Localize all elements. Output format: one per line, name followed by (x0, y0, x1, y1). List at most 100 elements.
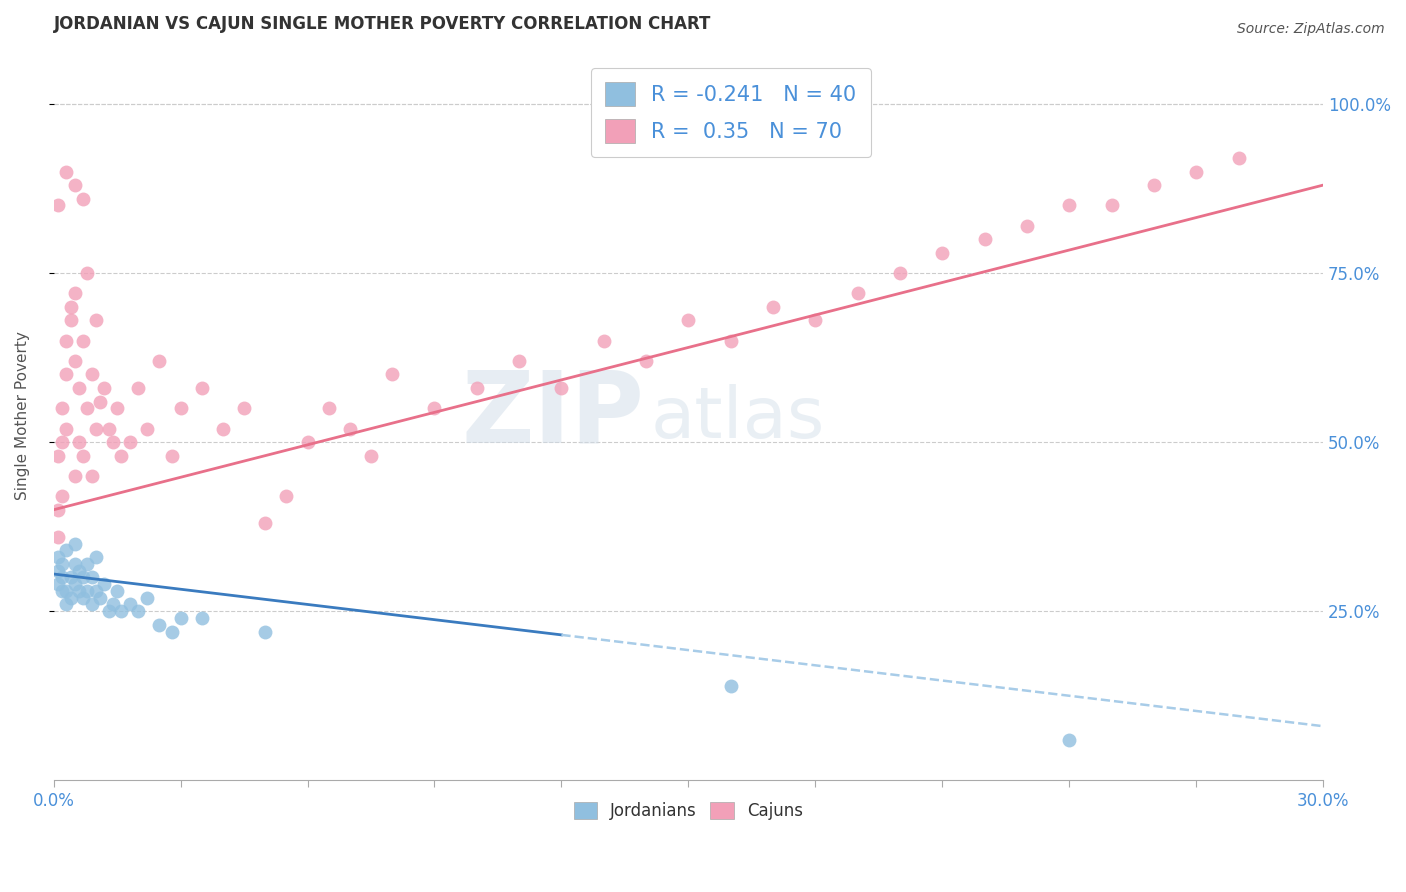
Point (46, 530, 69, 544)
Point (63, 178, 86, 193)
Y-axis label: Single Mother Poverty: Single Mother Poverty (15, 331, 30, 500)
Point (465, 381, 488, 395)
Point (67, 435, 90, 450)
Point (97, 421, 120, 435)
Point (63, 286, 86, 301)
Point (76, 557, 98, 571)
Point (93, 381, 115, 395)
Text: JORDANIAN VS CAJUN SINGLE MOTHER POVERTY CORRELATION CHART: JORDANIAN VS CAJUN SINGLE MOTHER POVERTY… (53, 15, 711, 33)
Point (51, 401, 73, 416)
Point (89, 394, 111, 409)
Point (97, 604, 120, 618)
Point (678, 313, 700, 327)
Text: ZIP: ZIP (461, 367, 644, 464)
Point (55, 334, 77, 348)
Point (190, 611, 212, 625)
Point (59, 570, 82, 584)
Point (55, 598, 77, 612)
Point (76, 583, 98, 598)
Point (84, 313, 107, 327)
Point (80, 570, 103, 584)
Point (51, 489, 73, 503)
Point (72, 192, 94, 206)
Point (67, 583, 90, 598)
Point (423, 401, 446, 416)
Point (110, 449, 132, 463)
Point (80, 469, 103, 483)
Point (1057, 198, 1080, 212)
Point (127, 604, 149, 618)
Point (59, 300, 82, 314)
Point (762, 300, 785, 314)
Point (160, 624, 183, 639)
Point (160, 449, 183, 463)
Point (93, 577, 115, 591)
Point (190, 381, 212, 395)
Point (169, 611, 191, 625)
Point (84, 421, 107, 435)
Point (254, 516, 277, 531)
Point (46, 564, 69, 578)
Point (233, 401, 256, 416)
Point (72, 591, 94, 605)
Point (1227, 151, 1250, 165)
Point (46, 577, 69, 591)
Point (1101, 198, 1123, 212)
Point (63, 577, 86, 591)
Legend: Jordanians, Cajuns: Jordanians, Cajuns (567, 796, 810, 827)
Point (297, 435, 319, 450)
Point (46, 449, 69, 463)
Point (1143, 178, 1166, 193)
Point (55, 583, 77, 598)
Point (846, 286, 869, 301)
Point (80, 368, 103, 382)
Point (63, 354, 86, 368)
Point (46, 502, 69, 516)
Point (135, 421, 157, 435)
Point (51, 557, 73, 571)
Point (148, 354, 170, 368)
Point (80, 598, 103, 612)
Point (76, 266, 98, 280)
Point (276, 489, 298, 503)
Point (550, 381, 572, 395)
Point (254, 624, 277, 639)
Point (720, 679, 742, 693)
Point (318, 401, 340, 416)
Point (55, 368, 77, 382)
Point (720, 334, 742, 348)
Point (360, 449, 382, 463)
Point (55, 421, 77, 435)
Point (101, 435, 124, 450)
Point (973, 232, 995, 246)
Point (169, 401, 191, 416)
Point (89, 591, 111, 605)
Point (931, 245, 953, 260)
Point (59, 313, 82, 327)
Point (339, 421, 361, 435)
Point (76, 401, 98, 416)
Point (1057, 732, 1080, 747)
Point (51, 583, 73, 598)
Point (51, 435, 73, 450)
Point (127, 381, 149, 395)
Point (63, 557, 86, 571)
Point (105, 583, 128, 598)
Point (1185, 164, 1208, 178)
Point (84, 583, 107, 598)
Point (118, 598, 141, 612)
Text: Source: ZipAtlas.com: Source: ZipAtlas.com (1237, 22, 1385, 37)
Point (135, 591, 157, 605)
Point (63, 536, 86, 550)
Point (55, 543, 77, 558)
Point (46, 198, 69, 212)
Point (105, 401, 128, 416)
Point (59, 591, 82, 605)
Point (72, 449, 94, 463)
Point (51, 570, 73, 584)
Point (592, 334, 614, 348)
Point (72, 334, 94, 348)
Point (67, 381, 90, 395)
Text: atlas: atlas (651, 384, 825, 453)
Point (110, 604, 132, 618)
